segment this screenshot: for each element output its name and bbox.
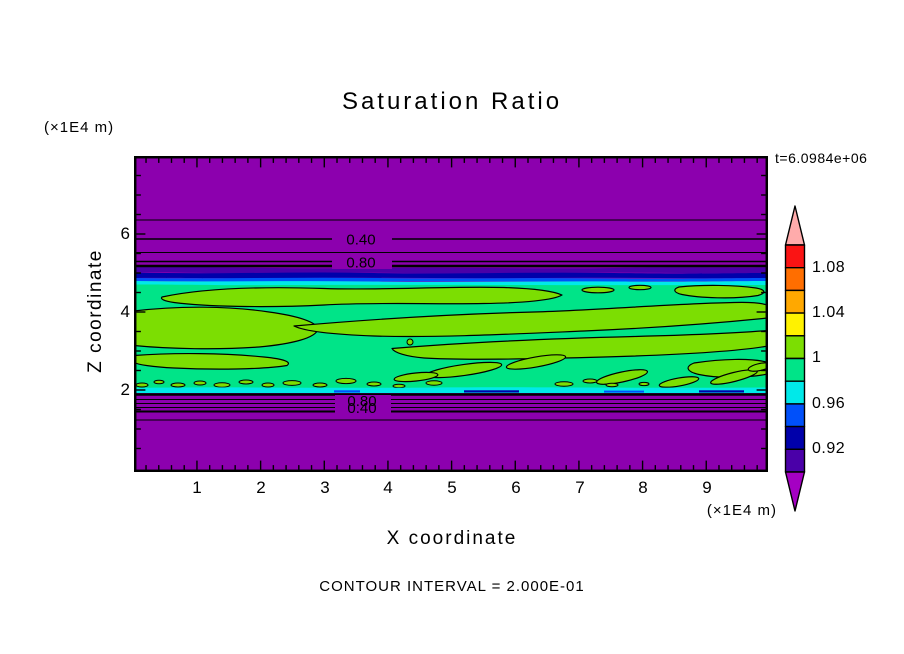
chartreuse-lenses [134,284,768,388]
contour-label-0.80-lower: 0.80 [347,393,376,410]
colorbar [784,205,806,512]
x-tick-label-6: 6 [511,478,521,497]
x-tick-label-5: 5 [447,478,457,497]
x-axis-label: X coordinate [386,528,518,549]
contour-interval-note: CONTOUR INTERVAL = 2.000E-01 [319,578,585,595]
contour-label-0.40-upper: 0.40 [346,232,375,249]
x-tick-label-3: 3 [320,478,330,497]
x-axis-unit: (×1E4 m) [706,502,777,519]
lower-line-contours [134,393,768,421]
colorbar-over-range-tip [784,205,806,246]
lower-transition-bands [134,387,768,393]
upper-line-contours [134,219,768,268]
chart-title: Saturation Ratio [341,88,563,115]
axis-ticks [136,158,766,470]
time-annotation: t=6.0984e+06 [775,150,868,166]
contour-plot-canvas: 0.40 0.80 0.80 0.40 [134,156,768,472]
x-tick-label-8: 8 [638,478,648,497]
contour-label-0.80-upper: 0.80 [346,255,375,272]
colorbar-label-1.04: 1.04 [812,304,846,321]
contour-label-0.40-lower: 0.40 [347,400,376,417]
upper-transition-bands [134,266,768,286]
colorbar-under-range-tip [784,471,806,512]
plot-border [134,156,768,472]
y-tick-label-4: 4 [120,302,130,321]
x-tick-label-7: 7 [575,478,585,497]
y-tick-label-6: 6 [120,224,130,243]
y-axis-unit: (×1E4 m) [44,119,115,136]
x-tick-label-4: 4 [383,478,393,497]
x-tick-label-1: 1 [192,478,202,497]
colorbar-label-1: 1 [812,349,822,366]
y-tick-label-2: 2 [120,380,130,399]
colorbar-label-1.08: 1.08 [812,259,846,276]
x-tick-label-9: 9 [702,478,712,497]
x-tick-label-2: 2 [256,478,266,497]
speckle-contours [135,338,650,389]
colorbar-label-0.96: 0.96 [812,395,846,412]
contour-label-group: 0.40 0.80 0.80 0.40 [332,232,392,417]
colorbar-label-0.92: 0.92 [812,440,846,457]
